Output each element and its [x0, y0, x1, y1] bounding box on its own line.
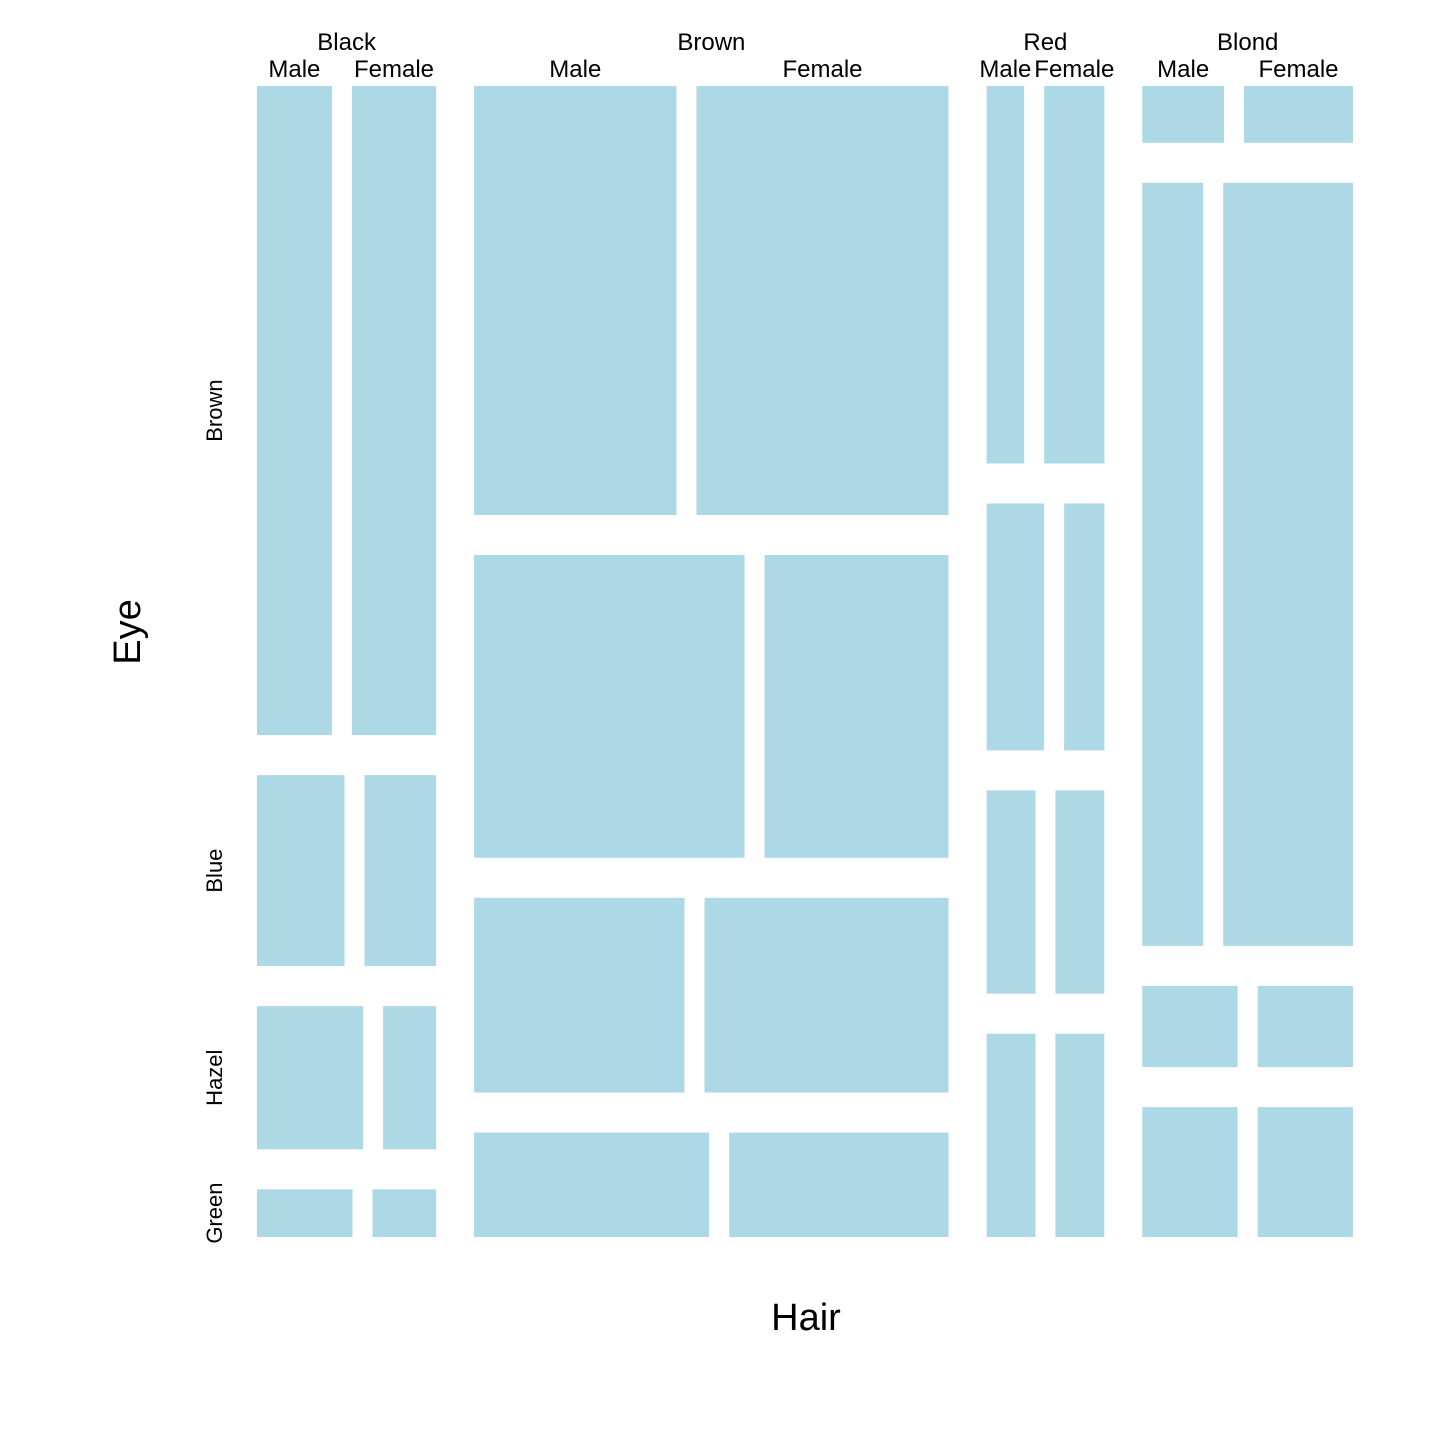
cell-red-hazel-female [1055, 790, 1105, 994]
cell-black-hazel-female [383, 1006, 437, 1150]
sex-label-black-female: Female [354, 56, 434, 83]
cell-blond-brown-female [1244, 86, 1353, 143]
cell-blond-blue-female [1223, 182, 1353, 946]
cell-red-green-female [1055, 1033, 1105, 1237]
sex-label-blond-female: Female [1258, 56, 1338, 83]
sex-label-brown-male: Male [549, 56, 601, 83]
hair-label-black: Black [317, 29, 377, 56]
hair-label-brown: Brown [677, 29, 745, 56]
cell-red-brown-male [986, 86, 1025, 464]
eye-label-blue: Blue [202, 849, 227, 893]
cell-red-hazel-male [986, 790, 1036, 994]
cell-red-brown-female [1044, 86, 1105, 464]
x-axis-title: Hair [771, 1297, 841, 1339]
cell-brown-hazel-female [704, 897, 949, 1093]
cell-red-blue-male [986, 503, 1045, 751]
cell-black-green-male [257, 1189, 353, 1237]
cell-blond-green-male [1142, 1107, 1238, 1237]
cell-brown-brown-female [696, 86, 949, 515]
cell-black-green-female [372, 1189, 437, 1237]
cell-blond-blue-male [1142, 182, 1204, 946]
cell-black-blue-female [364, 775, 437, 966]
sex-label-black-male: Male [268, 56, 320, 83]
cell-black-blue-male [257, 775, 345, 966]
cell-black-brown-female [351, 86, 437, 736]
eye-label-green: Green [202, 1183, 227, 1244]
cell-red-blue-female [1064, 503, 1105, 751]
sex-label-red-female: Female [1034, 56, 1114, 83]
mosaic-cells [257, 86, 1353, 1237]
cell-black-brown-male [257, 86, 332, 736]
sex-label-blond-male: Male [1157, 56, 1209, 83]
sex-label-brown-female: Female [782, 56, 862, 83]
sex-label-red-male: Male [979, 56, 1031, 83]
eye-label-hazel: Hazel [202, 1050, 227, 1106]
hair-label-red: Red [1023, 29, 1067, 56]
cell-brown-green-female [729, 1132, 949, 1237]
cell-brown-blue-female [764, 555, 949, 858]
cell-brown-blue-male [474, 555, 745, 858]
cell-blond-green-female [1257, 1107, 1353, 1237]
cell-blond-hazel-male [1142, 985, 1238, 1068]
cell-red-green-male [986, 1033, 1036, 1237]
cell-black-hazel-male [257, 1006, 364, 1150]
hair-label-blond: Blond [1217, 29, 1278, 56]
cell-blond-hazel-female [1257, 985, 1353, 1068]
y-axis-title: Eye [107, 599, 149, 664]
cell-blond-brown-male [1142, 86, 1224, 143]
cell-brown-green-male [474, 1132, 710, 1237]
cell-brown-hazel-male [474, 897, 685, 1093]
eye-label-brown: Brown [202, 379, 227, 441]
cell-brown-brown-male [474, 86, 677, 515]
